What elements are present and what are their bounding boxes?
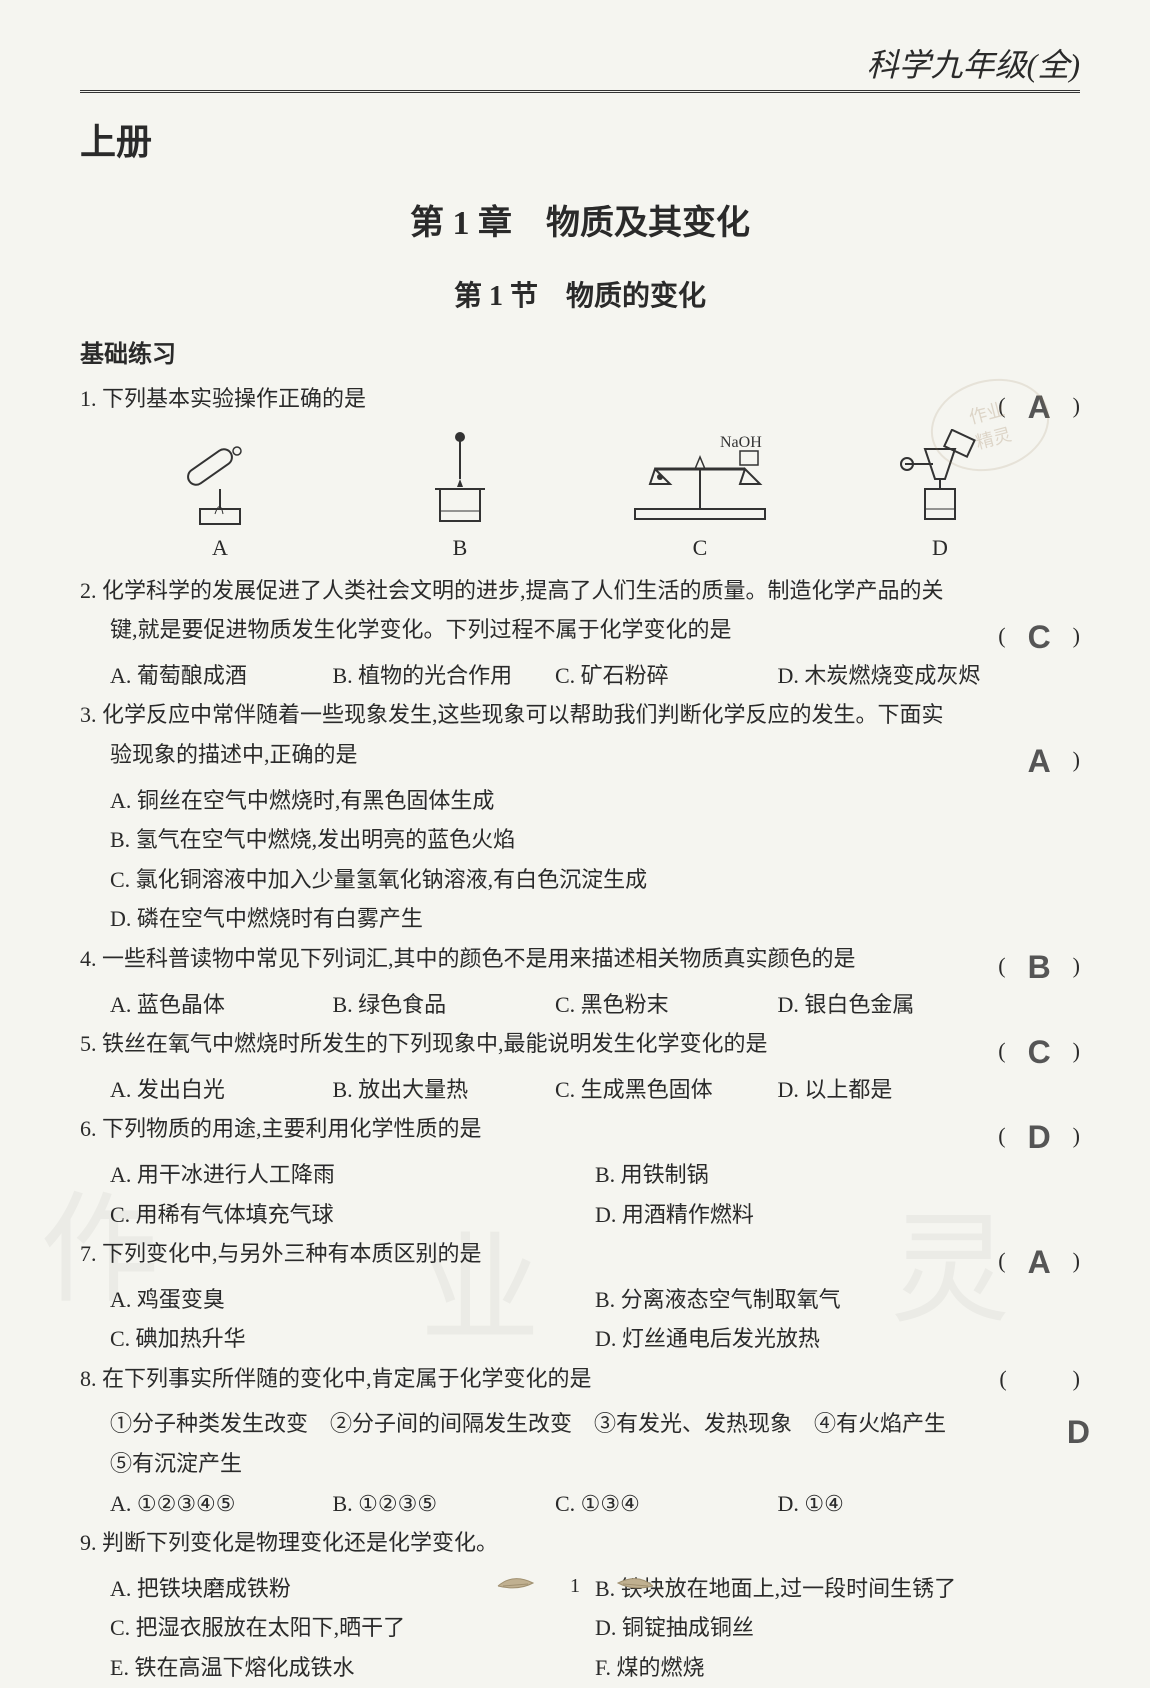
question-text: 6. 下列物质的用途,主要利用化学性质的是 xyxy=(80,1109,1080,1149)
option: D. 以上都是 xyxy=(778,1070,1001,1110)
question-2: 2. 化学科学的发展促进了人类社会文明的进步,提高了人们生活的质量。制造化学产品… xyxy=(80,571,1080,650)
option: C. 矿石粉碎 xyxy=(555,656,778,696)
option: B. 放出大量热 xyxy=(333,1070,556,1110)
option: E. 铁在高温下熔化成铁水 xyxy=(110,1648,595,1688)
question-text: 3. 化学反应中常伴随着一些现象发生,这些现象可以帮助我们判断化学反应的发生。下… xyxy=(80,695,1080,735)
q1-figure-a: A xyxy=(100,429,340,561)
answer-slot: ( C ) xyxy=(998,1024,1080,1082)
question-text: 验现象的描述中,正确的是 xyxy=(80,735,1080,775)
answer-letter: A xyxy=(1028,379,1051,437)
answer-letter: A xyxy=(1028,733,1051,791)
option: B. 绿色食品 xyxy=(333,985,556,1025)
option: A. 用干冰进行人工降雨 xyxy=(110,1155,595,1195)
q8-options: A. ①②③④⑤ B. ①②③⑤ C. ①③④ D. ①④ xyxy=(80,1484,1080,1524)
option: D. 铜锭抽成铜丝 xyxy=(595,1608,1080,1648)
page-number: 1 xyxy=(570,1575,580,1598)
option: A. 鸡蛋变臭 xyxy=(110,1280,595,1320)
option: B. 氢气在空气中燃烧,发出明亮的蓝色火焰 xyxy=(110,820,1080,860)
figure-label: A xyxy=(100,535,340,561)
question-6: 6. 下列物质的用途,主要利用化学性质的是 ( D ) xyxy=(80,1109,1080,1149)
q2-options: A. 葡萄酿成酒 B. 植物的光合作用 C. 矿石粉碎 D. 木炭燃烧变成灰烬 xyxy=(80,656,1080,696)
answer-letter: C xyxy=(1028,1024,1051,1082)
page-footer-decoration: 1 xyxy=(475,1571,675,1601)
option: C. 把湿衣服放在太阳下,晒干了 xyxy=(110,1608,595,1648)
figure-label: C xyxy=(580,535,820,561)
q3-options: A. 铜丝在空气中燃烧时,有黑色固体生成 B. 氢气在空气中燃烧,发出明亮的蓝色… xyxy=(80,781,1080,939)
q5-options: A. 发出白光 B. 放出大量热 C. 生成黑色固体 D. 以上都是 xyxy=(80,1070,1080,1110)
question-7: 7. 下列变化中,与另外三种有本质区别的是 ( A ) xyxy=(80,1234,1080,1274)
answer-slot: ( A ) xyxy=(998,1234,1080,1292)
figure-label: B xyxy=(340,535,580,561)
naoh-label: NaOH xyxy=(720,434,762,451)
option: A. 葡萄酿成酒 xyxy=(110,656,333,696)
question-5: 5. 铁丝在氧气中燃烧时所发生的下列现象中,最能说明发生化学变化的是 ( C ) xyxy=(80,1024,1080,1064)
option: D. 用酒精作燃料 xyxy=(595,1195,1080,1235)
option: A. ①②③④⑤ xyxy=(110,1484,333,1524)
question-3: 3. 化学反应中常伴随着一些现象发生,这些现象可以帮助我们判断化学反应的发生。下… xyxy=(80,695,1080,774)
q1-figure-c: NaOH C xyxy=(580,429,820,561)
option: A. 蓝色晶体 xyxy=(110,985,333,1025)
option: C. 用稀有气体填充气球 xyxy=(110,1195,595,1235)
question-text: 8. 在下列事实所伴随的变化中,肯定属于化学变化的是 xyxy=(80,1359,1080,1399)
answer-slot: A ) xyxy=(1028,733,1080,791)
q4-options: A. 蓝色晶体 B. 绿色食品 C. 黑色粉末 D. 银白色金属 xyxy=(80,985,1080,1025)
page-header-subject: 科学九年级(全) xyxy=(80,40,1080,93)
question-text: 5. 铁丝在氧气中燃烧时所发生的下列现象中,最能说明发生化学变化的是 xyxy=(80,1024,1080,1064)
q8-subline: ①分子种类发生改变 ②分子间的间隔发生改变 ③有发光、发热现象 ④有火焰产生 D xyxy=(80,1404,1080,1444)
answer-letter: B xyxy=(1028,939,1051,997)
option: D. ①④ xyxy=(778,1484,1001,1524)
answer-letter: D xyxy=(1067,1404,1090,1462)
answer-slot: ( ) xyxy=(999,1359,1080,1399)
q1-figure-b: B xyxy=(340,429,580,561)
option: C. 生成黑色固体 xyxy=(555,1070,778,1110)
q1-image-row: A B NaOH C xyxy=(80,429,1080,561)
practice-label: 基础练习 xyxy=(80,334,1080,369)
option: A. 发出白光 xyxy=(110,1070,333,1110)
question-1: 1. 下列基本实验操作正确的是 ( A ) xyxy=(80,379,1080,419)
answer-letter: C xyxy=(1028,609,1051,667)
q7-options: A. 鸡蛋变臭 B. 分离液态空气制取氧气 C. 碘加热升华 D. 灯丝通电后发… xyxy=(80,1280,1080,1359)
option: D. 木炭燃烧变成灰烬 xyxy=(778,656,1001,696)
question-9: 9. 判断下列变化是物理变化还是化学变化。 xyxy=(80,1523,1080,1563)
q1-figure-d: D xyxy=(820,429,1060,561)
question-text: 1. 下列基本实验操作正确的是 xyxy=(80,379,1080,419)
answer-slot: ( A ) xyxy=(998,379,1080,437)
option: D. 磷在空气中燃烧时有白雾产生 xyxy=(110,899,1080,939)
option: B. ①②③⑤ xyxy=(333,1484,556,1524)
figure-label: D xyxy=(820,535,1060,561)
option: B. 植物的光合作用 xyxy=(333,656,556,696)
question-text: 4. 一些科普读物中常见下列词汇,其中的颜色不是用来描述相关物质真实颜色的是 xyxy=(80,939,1080,979)
option: A. 铜丝在空气中燃烧时,有黑色固体生成 xyxy=(110,781,1080,821)
answer-letter: A xyxy=(1028,1234,1051,1292)
option: D. 银白色金属 xyxy=(778,985,1001,1025)
volume-title: 上册 xyxy=(80,113,1080,165)
option: C. 黑色粉末 xyxy=(555,985,778,1025)
option: C. 碘加热升华 xyxy=(110,1319,595,1359)
question-4: 4. 一些科普读物中常见下列词汇,其中的颜色不是用来描述相关物质真实颜色的是 (… xyxy=(80,939,1080,979)
answer-letter: D xyxy=(1028,1109,1051,1167)
section-title: 第 1 节 物质的变化 xyxy=(80,274,1080,314)
chapter-title: 第 1 章 物质及其变化 xyxy=(80,195,1080,244)
option: C. 氯化铜溶液中加入少量氢氧化钠溶液,有白色沉淀生成 xyxy=(110,860,1080,900)
question-subtext: ①分子种类发生改变 ②分子间的间隔发生改变 ③有发光、发热现象 ④有火焰产生 xyxy=(110,1411,946,1436)
question-text: 7. 下列变化中,与另外三种有本质区别的是 xyxy=(80,1234,1080,1274)
q8-subline2: ⑤有沉淀产生 xyxy=(80,1444,1080,1484)
question-text: 2. 化学科学的发展促进了人类社会文明的进步,提高了人们生活的质量。制造化学产品… xyxy=(80,571,1080,611)
question-text: 键,就是要促进物质发生化学变化。下列过程不属于化学变化的是 xyxy=(80,610,1080,650)
question-8: 8. 在下列事实所伴随的变化中,肯定属于化学变化的是 ( ) xyxy=(80,1359,1080,1399)
question-text: 9. 判断下列变化是物理变化还是化学变化。 xyxy=(80,1523,1080,1563)
answer-slot: ( B ) xyxy=(998,939,1080,997)
answer-slot: ( C ) xyxy=(998,609,1080,667)
q6-options: A. 用干冰进行人工降雨 B. 用铁制锅 C. 用稀有气体填充气球 D. 用酒精… xyxy=(80,1155,1080,1234)
option: F. 煤的燃烧 xyxy=(595,1648,1080,1688)
option: C. ①③④ xyxy=(555,1484,778,1524)
option: D. 灯丝通电后发光放热 xyxy=(595,1319,1080,1359)
answer-slot: ( D ) xyxy=(998,1109,1080,1167)
